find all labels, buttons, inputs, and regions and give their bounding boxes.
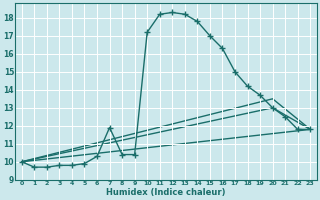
X-axis label: Humidex (Indice chaleur): Humidex (Indice chaleur) [106, 188, 226, 197]
